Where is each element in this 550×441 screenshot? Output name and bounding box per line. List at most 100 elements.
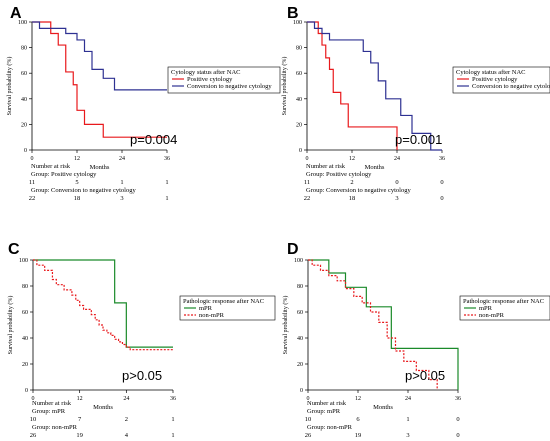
legend-title: Cytology status after NAC	[456, 69, 526, 76]
risk-group-label: Group: non-mPR	[307, 424, 353, 431]
risk-count: 18	[74, 195, 81, 202]
legend-entry: Positive cytology	[472, 76, 518, 83]
risk-group-label: Group: mPR	[32, 408, 66, 415]
risk-count: 11	[29, 179, 35, 186]
risk-group-label: Group: non-mPR	[32, 424, 78, 431]
risk-count: 11	[304, 179, 310, 186]
legend-entry: mPR	[199, 305, 213, 312]
y-tick-label: 80	[21, 46, 27, 52]
y-tick-label: 0	[24, 148, 27, 154]
p-value: p>0.05	[122, 368, 162, 383]
legend-title: Pathologic response after NAC	[463, 298, 544, 305]
risk-count: 3	[120, 195, 123, 202]
y-tick-label: 20	[296, 122, 302, 128]
x-tick-label: 12	[74, 156, 80, 162]
x-tick-label: 36	[170, 396, 176, 402]
y-tick-label: 20	[21, 122, 27, 128]
x-axis-label: Months	[365, 164, 385, 171]
y-tick-label: 40	[296, 97, 302, 103]
panel-letter: C	[8, 241, 20, 258]
x-tick-label: 36	[455, 396, 461, 402]
risk-count: 7	[78, 416, 82, 423]
series-line-conversion-to-negative-cytology	[307, 21, 442, 151]
risk-count: 0	[456, 416, 459, 423]
risk-group-label: Group: Conversion to negative cytology	[31, 187, 136, 194]
y-tick-label: 60	[21, 71, 27, 77]
panel-letter: D	[287, 241, 299, 258]
risk-count: 1	[406, 416, 409, 423]
risk-count: 3	[395, 195, 398, 202]
risk-count: 1	[120, 179, 123, 186]
risk-table-title: Number at risk	[31, 163, 71, 170]
risk-count: 2	[125, 416, 128, 423]
risk-count: 0	[440, 179, 443, 186]
panel-letter: A	[10, 5, 22, 22]
y-tick-label: 0	[25, 388, 28, 394]
series-line-non-mpr	[33, 259, 173, 351]
risk-count: 26	[305, 432, 312, 439]
y-tick-label: 40	[297, 336, 303, 342]
legend-entry: Conversion to negative cytology	[472, 83, 550, 90]
risk-count: 2	[350, 179, 353, 186]
panel-letter: B	[287, 5, 299, 22]
risk-group-label: Group: Positive cytology	[306, 171, 372, 178]
y-axis-label: Survival probability (%)	[282, 296, 289, 355]
legend-entry: mPR	[479, 305, 493, 312]
risk-group-label: Group: Positive cytology	[31, 171, 97, 178]
y-tick-label: 100	[19, 258, 28, 264]
legend-entry: non-mPR	[199, 312, 225, 319]
series-line-positive-cytology	[307, 21, 398, 150]
risk-count: 1	[171, 432, 174, 439]
axis-lines	[31, 22, 167, 151]
risk-count: 10	[305, 416, 312, 423]
risk-count: 1	[165, 195, 168, 202]
risk-group-label: Group: mPR	[307, 408, 341, 415]
x-axis-label: Months	[90, 164, 110, 171]
y-tick-label: 100	[294, 258, 303, 264]
x-tick-label: 0	[306, 156, 309, 162]
risk-count: 3	[406, 432, 409, 439]
risk-count: 19	[355, 432, 362, 439]
x-axis-label: Months	[373, 404, 393, 411]
legend-title: Cytology status after NAC	[171, 69, 241, 76]
risk-table-title: Number at risk	[306, 163, 346, 170]
risk-count: 0	[395, 179, 398, 186]
risk-table-title: Number at risk	[307, 400, 347, 407]
risk-count: 0	[440, 195, 443, 202]
x-tick-label: 0	[32, 396, 35, 402]
x-tick-label: 36	[164, 156, 170, 162]
legend-entry: non-mPR	[479, 312, 505, 319]
y-tick-label: 40	[21, 97, 27, 103]
risk-count: 1	[171, 416, 174, 423]
x-axis-label: Months	[93, 404, 113, 411]
risk-count: 22	[304, 195, 311, 202]
p-value: p=0.004	[130, 132, 177, 147]
y-tick-label: 80	[22, 284, 28, 290]
y-tick-label: 20	[297, 362, 303, 368]
y-tick-label: 60	[297, 310, 303, 316]
p-value: p>0.05	[405, 368, 445, 383]
y-tick-label: 60	[22, 310, 28, 316]
x-tick-label: 24	[394, 156, 400, 162]
series-line-conversion-to-negative-cytology	[32, 21, 167, 91]
risk-count: 1	[165, 179, 168, 186]
series-line-non-mpr	[308, 259, 438, 390]
y-tick-label: 60	[296, 71, 302, 77]
risk-count: 6	[356, 416, 360, 423]
y-axis-label: Survival probability (%)	[281, 57, 288, 116]
legend-box	[167, 66, 281, 94]
x-tick-label: 0	[307, 396, 310, 402]
risk-count: 26	[30, 432, 37, 439]
risk-count: 5	[75, 179, 78, 186]
y-tick-label: 100	[18, 20, 27, 26]
